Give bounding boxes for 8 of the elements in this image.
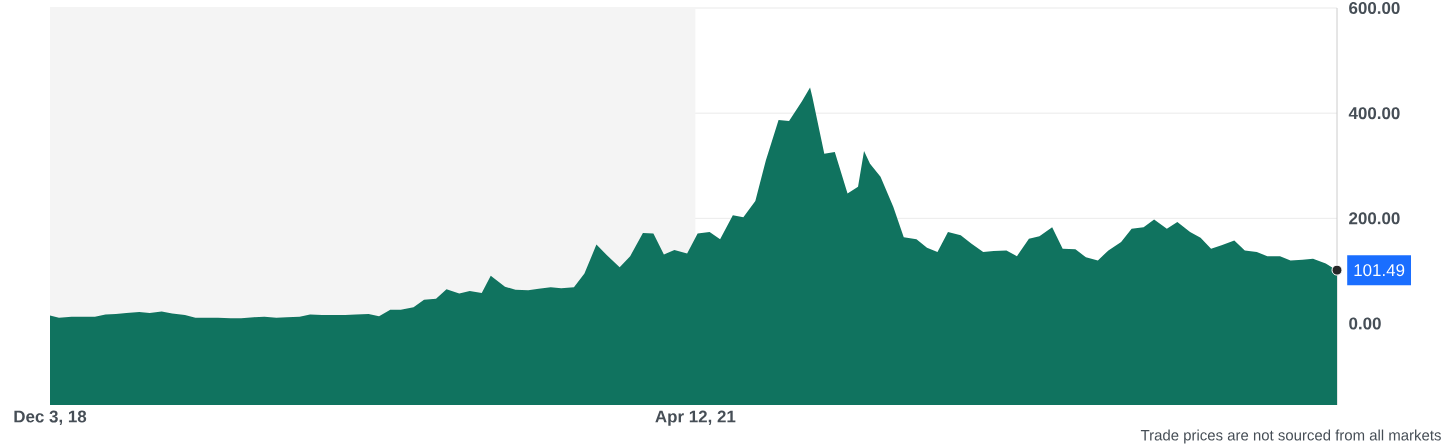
y-tick-label: 600.00	[1349, 1, 1400, 14]
text: Trade prices are not sourced from all markets	[1140, 429, 1441, 444]
y-tick-label: 0.00	[1349, 317, 1381, 330]
x-tick-label: Dec 3, 18	[14, 410, 87, 425]
y-tick-label: 200.00	[1349, 212, 1400, 225]
x-tick-label: Apr 12, 21	[655, 410, 736, 426]
y-tick-label: 400.00	[1348, 107, 1400, 120]
annotation: 101.49	[1354, 264, 1405, 277]
